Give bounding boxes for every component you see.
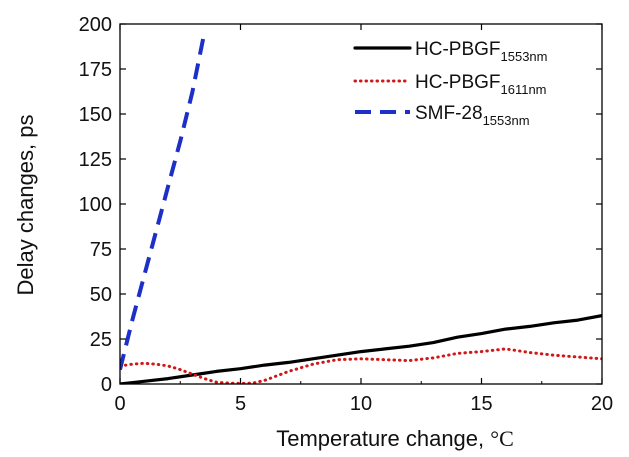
x-axis-title: Temperature change, °C (276, 426, 514, 451)
x-tick-label: 15 (470, 393, 492, 415)
x-tick-label: 5 (235, 393, 246, 415)
y-axis: 0 25 50 75 100 125 150 175 200 (79, 14, 602, 396)
series-line-1 (120, 347, 602, 384)
y-tick-label: 0 (101, 374, 112, 396)
plot-frame (119, 23, 603, 385)
y-tick-label: 175 (79, 59, 112, 81)
x-tick-label: 20 (591, 393, 613, 415)
x-axis-title-unit: °C (490, 426, 513, 451)
legend-label-main: HC-PBGF (415, 39, 501, 60)
y-tick-label: 100 (79, 194, 112, 216)
legend-label-subscript: 1553nm (483, 113, 530, 128)
y-tick-label: 50 (90, 284, 112, 306)
legend-label-subscript: 1553nm (501, 49, 548, 64)
x-tick-label: 10 (350, 393, 372, 415)
x-tick-label: 0 (114, 393, 125, 415)
series-line-2 (120, 32, 207, 371)
legend-label-0: HC-PBGF1553nm (415, 39, 547, 64)
legend-label-main: HC-PBGF (415, 72, 501, 93)
y-axis-title: Delay changes, ps (13, 115, 38, 296)
x-axis-title-text: Temperature change, (276, 426, 490, 451)
plot-area (120, 32, 602, 384)
legend-label-subscript: 1611nm (501, 82, 547, 97)
y-tick-label: 25 (90, 329, 112, 351)
y-tick-label: 200 (79, 14, 112, 36)
legend-label-1: HC-PBGF1611nm (415, 72, 547, 97)
series-line-0 (120, 314, 602, 384)
y-tick-label: 75 (90, 239, 112, 261)
x-axis: 0 5 10 15 20 (114, 24, 613, 415)
legend-label-2: SMF-281553nm (415, 103, 530, 128)
y-tick-label: 150 (79, 104, 112, 126)
y-tick-label: 125 (79, 149, 112, 171)
legend-label-main: SMF-28 (415, 103, 483, 124)
